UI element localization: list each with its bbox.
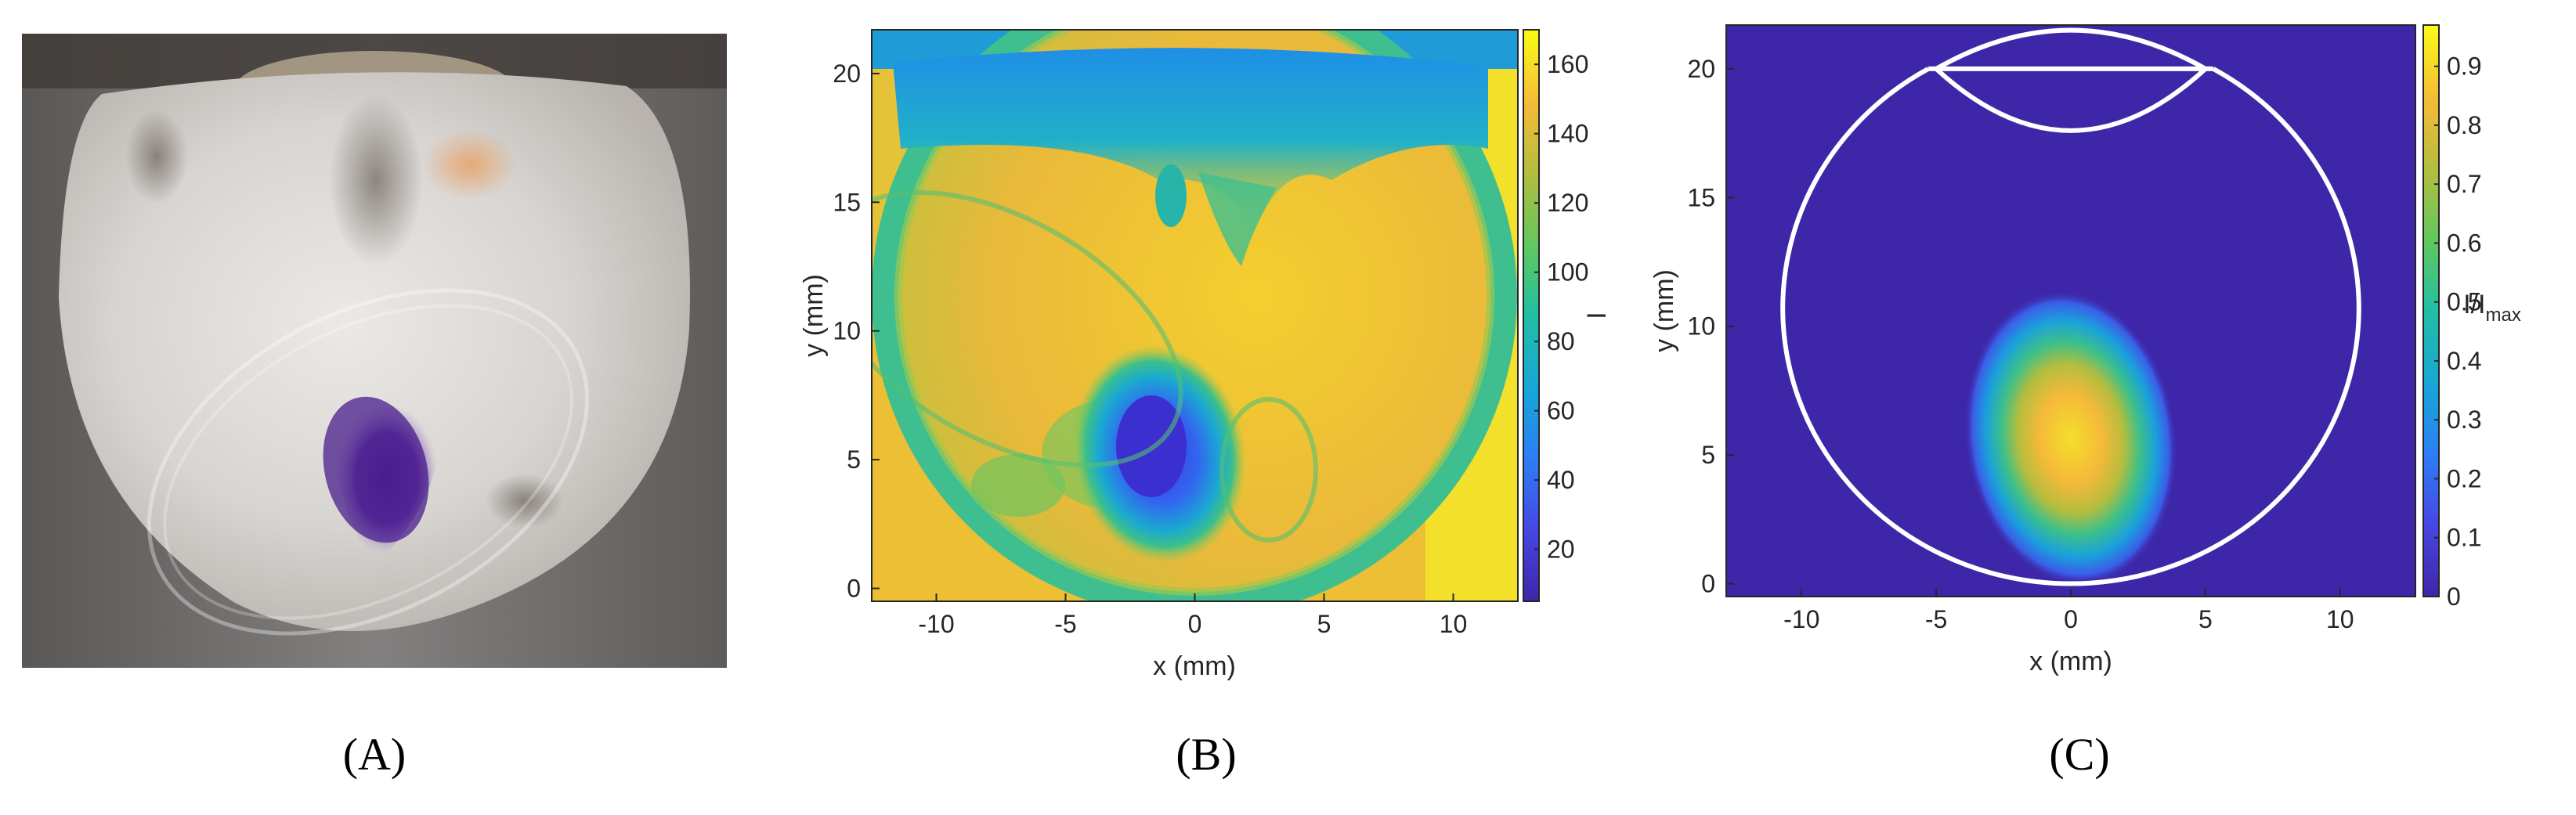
b-cbtick-label: 160: [1547, 50, 1588, 78]
panel-label-a: (A): [342, 729, 406, 780]
c-cbtick-label: 0.4: [2447, 347, 2481, 375]
c-xtick-label: -10: [1783, 605, 1819, 633]
c-cbtick-label: 0: [2447, 582, 2461, 611]
colorbar-ticks-c: 0 0.1 0.2 0.3 0.4 0.5 0.6 0.7 0.8 0.9: [2434, 52, 2481, 611]
colorbar-b: [1523, 29, 1540, 602]
ylabel-b: y (mm): [799, 274, 829, 357]
bead-outline: [1780, 27, 2361, 586]
colorbar-ticks-b: 20 40 60 80 100 120 140 160: [1534, 50, 1588, 564]
b-xtick-label: -5: [1054, 610, 1076, 638]
c-cbtick-label: 0.6: [2447, 229, 2481, 257]
xlabel-c: x (mm): [2029, 647, 2112, 676]
c-cbtick-label: 0.3: [2447, 406, 2481, 434]
b-cbtick-label: 120: [1547, 189, 1588, 217]
cap-lower-arc: [1935, 67, 2207, 133]
b-ytick-label: 0: [847, 575, 861, 603]
b-xtick-label: -10: [918, 610, 954, 638]
c-ytick-label: 15: [1687, 183, 1715, 211]
b-xtick-label: 0: [1188, 610, 1202, 638]
c-xtick-label: 0: [2064, 605, 2078, 633]
axes-panel-b: -10 -5 0 5 10 0 5 10 15 20: [833, 60, 1467, 638]
b-cbtick-label: 40: [1547, 466, 1575, 494]
b-ytick-label: 20: [833, 60, 861, 88]
colorbar-label-b: I: [1582, 312, 1612, 319]
xlabel-b: x (mm): [1153, 651, 1236, 681]
c-xtick-label: -5: [1925, 605, 1947, 633]
c-cbtick-label: 0.8: [2447, 111, 2481, 139]
b-xtick-label: 10: [1440, 610, 1468, 638]
photo-panel-a: [22, 34, 727, 668]
colorbar-label-c-main: I/I: [2463, 290, 2485, 319]
c-xtick-label: 10: [2326, 605, 2354, 633]
b-cbtick-label: 100: [1547, 258, 1588, 287]
axes-panel-c: -10 -5 0 5 10 0 5 10 15 20: [1687, 55, 2354, 633]
c-cbtick-label: 0.2: [2447, 464, 2481, 492]
c-ytick-label: 0: [1701, 570, 1715, 598]
intensity-hotspot: [1964, 290, 2178, 587]
c-xtick-label: 5: [2198, 605, 2213, 633]
colorbar-c: [2422, 24, 2440, 597]
colorbar-label-c: I/Imax: [2463, 290, 2521, 326]
panel-label-c: (C): [2049, 729, 2110, 780]
b-ytick-label: 10: [833, 317, 861, 345]
b-cbtick-label: 140: [1547, 120, 1588, 148]
c-ytick-label: 5: [1701, 441, 1715, 469]
panel-label-b: (B): [1176, 729, 1237, 780]
c-ytick-label: 10: [1687, 312, 1715, 341]
c-cbtick-label: 0.7: [2447, 170, 2481, 198]
c-ytick-label: 20: [1687, 55, 1715, 83]
cap-upper-arc: [1935, 27, 2207, 71]
b-cbtick-label: 80: [1547, 327, 1575, 355]
b-cbtick-label: 20: [1547, 536, 1575, 564]
b-ytick-label: 15: [833, 188, 861, 216]
b-ytick-label: 5: [847, 445, 861, 474]
bead-circle: [1780, 67, 2361, 586]
c-cbtick-label: 0.5: [2447, 288, 2481, 316]
c-cbtick-label: 0.9: [2447, 52, 2481, 81]
ylabel-c: y (mm): [1649, 269, 1679, 352]
b-xtick-label: 5: [1317, 610, 1331, 638]
c-cbtick-label: 0.1: [2447, 524, 2481, 552]
b-cbtick-label: 60: [1547, 397, 1575, 425]
colorbar-label-c-sub: max: [2486, 305, 2521, 326]
